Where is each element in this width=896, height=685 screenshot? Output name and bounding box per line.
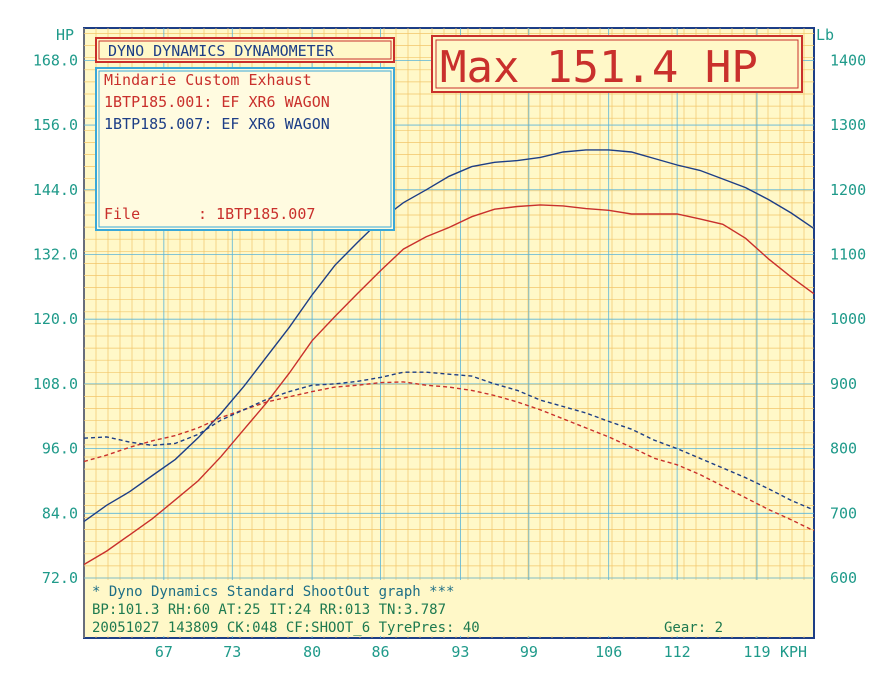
left-tick-label: 144.0 <box>33 181 78 199</box>
left-tick-label: 132.0 <box>33 245 78 263</box>
right-tick-label: 800 <box>830 440 857 458</box>
right-tick-label: 1300 <box>830 116 866 134</box>
left-tick-label: 84.0 <box>42 504 78 522</box>
x-tick-label: 119 <box>743 643 770 661</box>
title-text: DYNO DYNAMICS DYNAMOMETER <box>108 42 335 60</box>
right-tick-label: 700 <box>830 504 857 522</box>
x-tick-label: 106 <box>595 643 622 661</box>
title-box <box>95 37 395 63</box>
x-tick-label: 86 <box>372 643 390 661</box>
x-tick-label: 112 <box>664 643 691 661</box>
legend-file-label: File <box>104 205 140 223</box>
x-tick-label: 80 <box>303 643 321 661</box>
left-axis-unit: HP <box>56 26 74 44</box>
series-line-3 <box>83 381 815 532</box>
left-tick-label: 168.0 <box>33 51 78 69</box>
max-hp-box <box>431 35 803 93</box>
footer-line-2: BP:101.3 RH:60 AT:25 IT:24 RR:013 TN:3.7… <box>92 602 446 618</box>
left-axis-ticks: 72.0 84.0 96.0 108.0 120.0 132.0 144.0 156.0 168… <box>33 51 78 587</box>
left-tick-label: 156.0 <box>33 116 78 134</box>
left-tick-label: 108.0 <box>33 375 78 393</box>
right-tick-label: 600 <box>830 569 857 587</box>
left-tick-label: 120.0 <box>33 310 78 328</box>
right-axis-ticks: 600 700 800 900 1000 1100 1200 1300 1400 <box>830 51 866 587</box>
right-tick-label: 1400 <box>830 51 866 69</box>
right-tick-label: 1200 <box>830 181 866 199</box>
curves <box>83 149 815 566</box>
x-tick-label: 67 <box>155 643 173 661</box>
right-tick-label: 900 <box>830 375 857 393</box>
x-tick-label: 99 <box>520 643 538 661</box>
left-tick-label: 72.0 <box>42 569 78 587</box>
x-axis-unit: KPH <box>780 643 807 661</box>
right-tick-label: 1100 <box>830 245 866 263</box>
legend-file-value: : 1BTP185.007 <box>198 205 315 223</box>
x-tick-label: 73 <box>223 643 241 661</box>
series-line-1 <box>83 204 815 566</box>
footer-line-3b: Gear: 2 <box>664 620 723 636</box>
right-axis-unit: Lb <box>816 26 834 44</box>
x-axis-ticks: 67 73 80 86 93 99 106 112 119 <box>155 643 771 661</box>
x-tick-label: 93 <box>451 643 469 661</box>
legend-header: Mindarie Custom Exhaust <box>104 71 312 89</box>
series-line-2 <box>83 149 815 522</box>
max-hp-text: Max 151.4 HP <box>440 42 758 93</box>
legend-run-1: 1BTP185.001: EF XR6 WAGON <box>104 93 330 111</box>
legend-box <box>95 67 395 231</box>
footer-line-1: * Dyno Dynamics Standard ShootOut graph … <box>92 584 454 600</box>
legend-run-2: 1BTP185.007: EF XR6 WAGON <box>104 115 330 133</box>
footer-panel <box>86 580 812 636</box>
right-tick-label: 1000 <box>830 310 866 328</box>
series-line-4 <box>83 371 815 511</box>
footer-line-3a: 20051027 143809 CK:048 CF:SHOOT_6 TyrePr… <box>92 620 480 636</box>
left-tick-label: 96.0 <box>42 440 78 458</box>
